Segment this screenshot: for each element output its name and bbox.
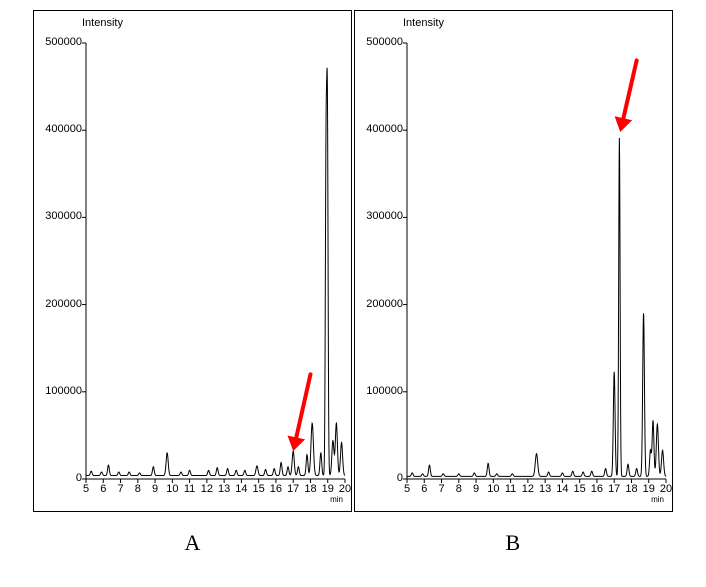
panel-letter: A [185,530,201,556]
chromatogram-plot [34,11,353,513]
annotation-arrow [295,374,310,443]
panel-letter: B [506,530,521,556]
chromatogram-plot [355,11,674,513]
annotation-arrow [622,60,637,123]
annotation-arrow-head [287,435,305,451]
annotation-arrow-head [615,116,633,132]
panels-container: Intensity0100000200000300000400000500000… [33,10,673,512]
chromatogram-trace [407,138,666,476]
panel-a: Intensity0100000200000300000400000500000… [33,10,352,512]
chromatogram-trace [86,68,345,476]
panel-b: Intensity0100000200000300000400000500000… [354,10,673,512]
